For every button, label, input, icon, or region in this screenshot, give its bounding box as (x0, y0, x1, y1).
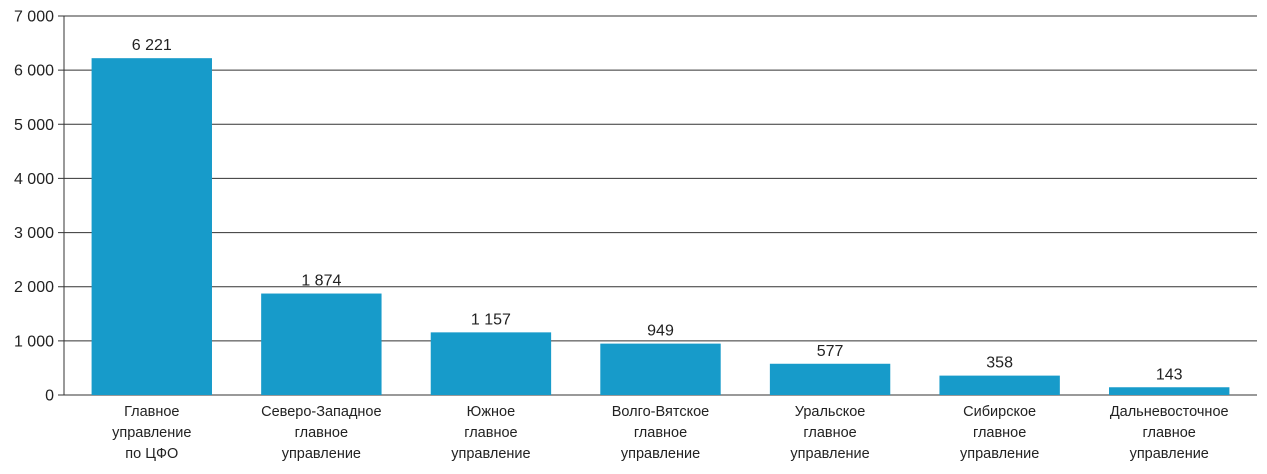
bar (91, 58, 212, 396)
x-tick-label-line: Сибирское (963, 404, 1036, 420)
gridlines (58, 15, 1257, 396)
y-tick-label: 1 000 (14, 333, 54, 350)
x-tick-label: Уральское главное управление (790, 404, 869, 462)
x-tick-label-line: Волго-Вятское (612, 404, 709, 420)
x-tick-label-line: управление (282, 446, 361, 462)
labels: 6 221 Главное управление по ЦФО 1 874 Северо-… (112, 37, 1228, 462)
x-tick-label-line: главное (295, 425, 348, 441)
x-tick-label-line: главное (634, 425, 687, 441)
y-tick-label: 2 000 (14, 279, 54, 296)
x-tick-label-line: по ЦФО (125, 446, 178, 462)
data-label: 577 (817, 343, 844, 360)
y-tick-label: 7 000 (14, 9, 54, 26)
data-label: 6 221 (132, 37, 172, 54)
bar (430, 332, 552, 395)
bar (1109, 387, 1230, 395)
x-tick-label-line: Южное (467, 404, 515, 420)
x-tick-label-line: управление (1130, 446, 1209, 462)
data-label: 1 874 (301, 273, 341, 290)
x-tick-label-line: главное (803, 425, 856, 441)
x-tick-label-line: управление (621, 446, 700, 462)
x-tick-label-line: Уральское (795, 404, 866, 420)
data-label: 358 (986, 355, 1013, 372)
x-tick-label-line: главное (464, 425, 517, 441)
y-tick-label: 0 (45, 388, 54, 405)
x-tick-label-line: управление (451, 446, 530, 462)
x-tick-label-line: главное (973, 425, 1026, 441)
y-tick-label: 3 000 (14, 225, 54, 242)
x-tick-label-line: управление (790, 446, 869, 462)
bars (91, 58, 1230, 396)
x-tick-label: Волго-Вятское главное управление (612, 404, 709, 462)
x-tick-label-line: управление (112, 425, 191, 441)
x-tick-label: Южное главное управление (451, 404, 530, 462)
x-tick-label: Сибирское главное управление (960, 404, 1039, 462)
x-tick-label-line: Северо-Западное (261, 404, 381, 420)
data-label: 1 157 (471, 311, 511, 328)
x-tick-label-line: Дальневосточное (1110, 404, 1229, 420)
axes: 0 1 000 2 000 3 000 4 000 5 000 6 000 7 000 (14, 9, 65, 405)
data-label: 143 (1156, 366, 1183, 383)
bar (600, 343, 721, 395)
x-tick-label-line: управление (960, 446, 1039, 462)
x-tick-label: Дальневосточное главное управление (1110, 404, 1229, 462)
y-tick-label: 4 000 (14, 171, 54, 188)
data-label: 949 (647, 323, 674, 340)
bar (261, 293, 382, 395)
x-tick-label: Северо-Западное главное управление (261, 404, 381, 462)
x-tick-label-line: главное (1143, 425, 1196, 441)
x-tick-label: Главное управление по ЦФО (112, 404, 191, 462)
x-tick-label-line: Главное (124, 404, 179, 420)
y-tick-label: 6 000 (14, 63, 54, 80)
y-tick-label: 5 000 (14, 117, 54, 134)
bar (939, 375, 1060, 395)
bar (769, 363, 891, 395)
